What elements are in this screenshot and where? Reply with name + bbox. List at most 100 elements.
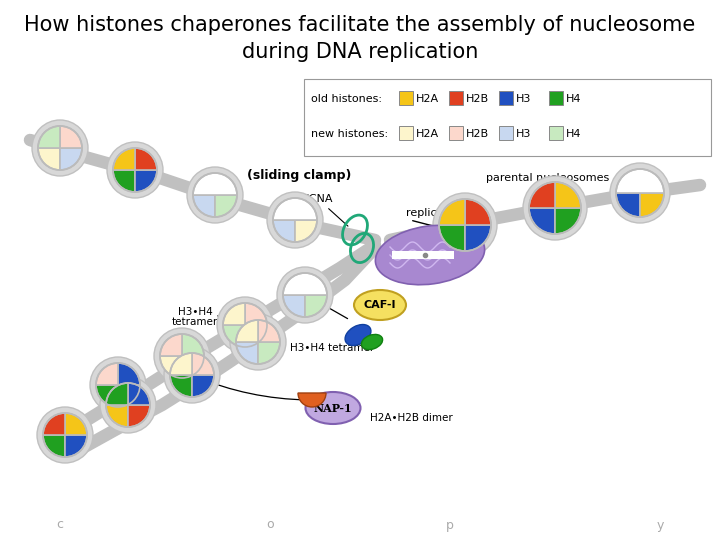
Text: H2B: H2B [466, 129, 489, 139]
Wedge shape [616, 193, 640, 217]
Circle shape [523, 176, 587, 240]
Circle shape [217, 297, 273, 353]
Text: replication: replication [405, 208, 464, 218]
Wedge shape [640, 193, 664, 217]
FancyBboxPatch shape [499, 126, 513, 140]
Wedge shape [258, 320, 280, 342]
Ellipse shape [345, 325, 371, 346]
Text: H2A: H2A [416, 94, 439, 104]
Text: H3•H4 tetramer: H3•H4 tetramer [290, 343, 374, 353]
Wedge shape [439, 225, 465, 251]
Wedge shape [160, 334, 182, 356]
Wedge shape [555, 182, 581, 208]
FancyBboxPatch shape [499, 91, 513, 105]
Text: new histones:: new histones: [311, 129, 388, 139]
Wedge shape [43, 435, 65, 457]
Text: parental nucleosomes: parental nucleosomes [487, 173, 610, 183]
Circle shape [164, 347, 220, 403]
Text: PCNA: PCNA [302, 194, 348, 226]
Text: H3: H3 [516, 129, 531, 139]
Text: NAP-1: NAP-1 [314, 402, 352, 414]
Wedge shape [465, 225, 491, 251]
Wedge shape [555, 208, 581, 234]
Wedge shape [128, 383, 150, 405]
Text: How histones chaperones facilitate the assembly of nucleosome: How histones chaperones facilitate the a… [24, 15, 696, 35]
Wedge shape [113, 148, 135, 170]
Wedge shape [182, 356, 204, 378]
FancyBboxPatch shape [449, 91, 463, 105]
Wedge shape [96, 363, 118, 385]
Wedge shape [273, 198, 317, 220]
Circle shape [433, 193, 497, 257]
Wedge shape [135, 170, 157, 192]
Wedge shape [295, 220, 317, 242]
Text: H3: H3 [516, 94, 531, 104]
FancyBboxPatch shape [399, 91, 413, 105]
Text: o: o [266, 518, 274, 531]
Text: H3•H4: H3•H4 [178, 307, 212, 317]
Wedge shape [258, 342, 280, 364]
Ellipse shape [375, 225, 485, 285]
Wedge shape [38, 126, 60, 148]
Wedge shape [236, 342, 258, 364]
Circle shape [107, 142, 163, 198]
Wedge shape [193, 195, 215, 217]
Text: H2A•H2B dimer: H2A•H2B dimer [370, 413, 453, 423]
Text: CAF-I: CAF-I [364, 300, 396, 310]
FancyBboxPatch shape [549, 91, 563, 105]
Wedge shape [106, 405, 128, 427]
Wedge shape [465, 199, 491, 225]
Circle shape [277, 267, 333, 323]
Wedge shape [305, 295, 327, 317]
Wedge shape [128, 405, 150, 427]
Ellipse shape [354, 290, 406, 320]
Wedge shape [245, 325, 267, 347]
Wedge shape [223, 303, 245, 325]
Wedge shape [170, 375, 192, 397]
Text: H4: H4 [566, 129, 582, 139]
Wedge shape [106, 383, 128, 405]
FancyBboxPatch shape [399, 126, 413, 140]
FancyBboxPatch shape [392, 251, 454, 259]
Wedge shape [529, 208, 555, 234]
Wedge shape [215, 195, 237, 217]
Text: c: c [56, 518, 63, 531]
Wedge shape [283, 273, 327, 295]
Circle shape [90, 357, 146, 413]
FancyBboxPatch shape [304, 79, 711, 156]
Text: tetramer: tetramer [172, 317, 218, 327]
Wedge shape [439, 199, 465, 225]
Wedge shape [192, 353, 214, 375]
Wedge shape [223, 325, 245, 347]
Wedge shape [65, 413, 87, 435]
Wedge shape [118, 363, 140, 385]
Wedge shape [60, 148, 82, 170]
Circle shape [230, 314, 286, 370]
Wedge shape [135, 148, 157, 170]
Wedge shape [113, 170, 135, 192]
Wedge shape [96, 385, 118, 407]
Circle shape [37, 407, 93, 463]
Wedge shape [298, 393, 326, 407]
Text: (sliding clamp): (sliding clamp) [247, 170, 351, 183]
Ellipse shape [361, 334, 382, 349]
Text: old histones:: old histones: [311, 94, 382, 104]
Text: H4: H4 [566, 94, 582, 104]
Wedge shape [616, 169, 664, 193]
Wedge shape [529, 182, 555, 208]
Wedge shape [38, 148, 60, 170]
Circle shape [610, 163, 670, 223]
Circle shape [154, 328, 210, 384]
Wedge shape [273, 220, 295, 242]
Circle shape [100, 377, 156, 433]
FancyBboxPatch shape [449, 126, 463, 140]
Ellipse shape [305, 392, 361, 424]
Wedge shape [170, 353, 192, 375]
Wedge shape [182, 334, 204, 356]
Text: y: y [657, 518, 664, 531]
Text: p: p [446, 518, 454, 531]
Wedge shape [192, 375, 214, 397]
FancyBboxPatch shape [549, 126, 563, 140]
Circle shape [32, 120, 88, 176]
Wedge shape [193, 173, 237, 195]
